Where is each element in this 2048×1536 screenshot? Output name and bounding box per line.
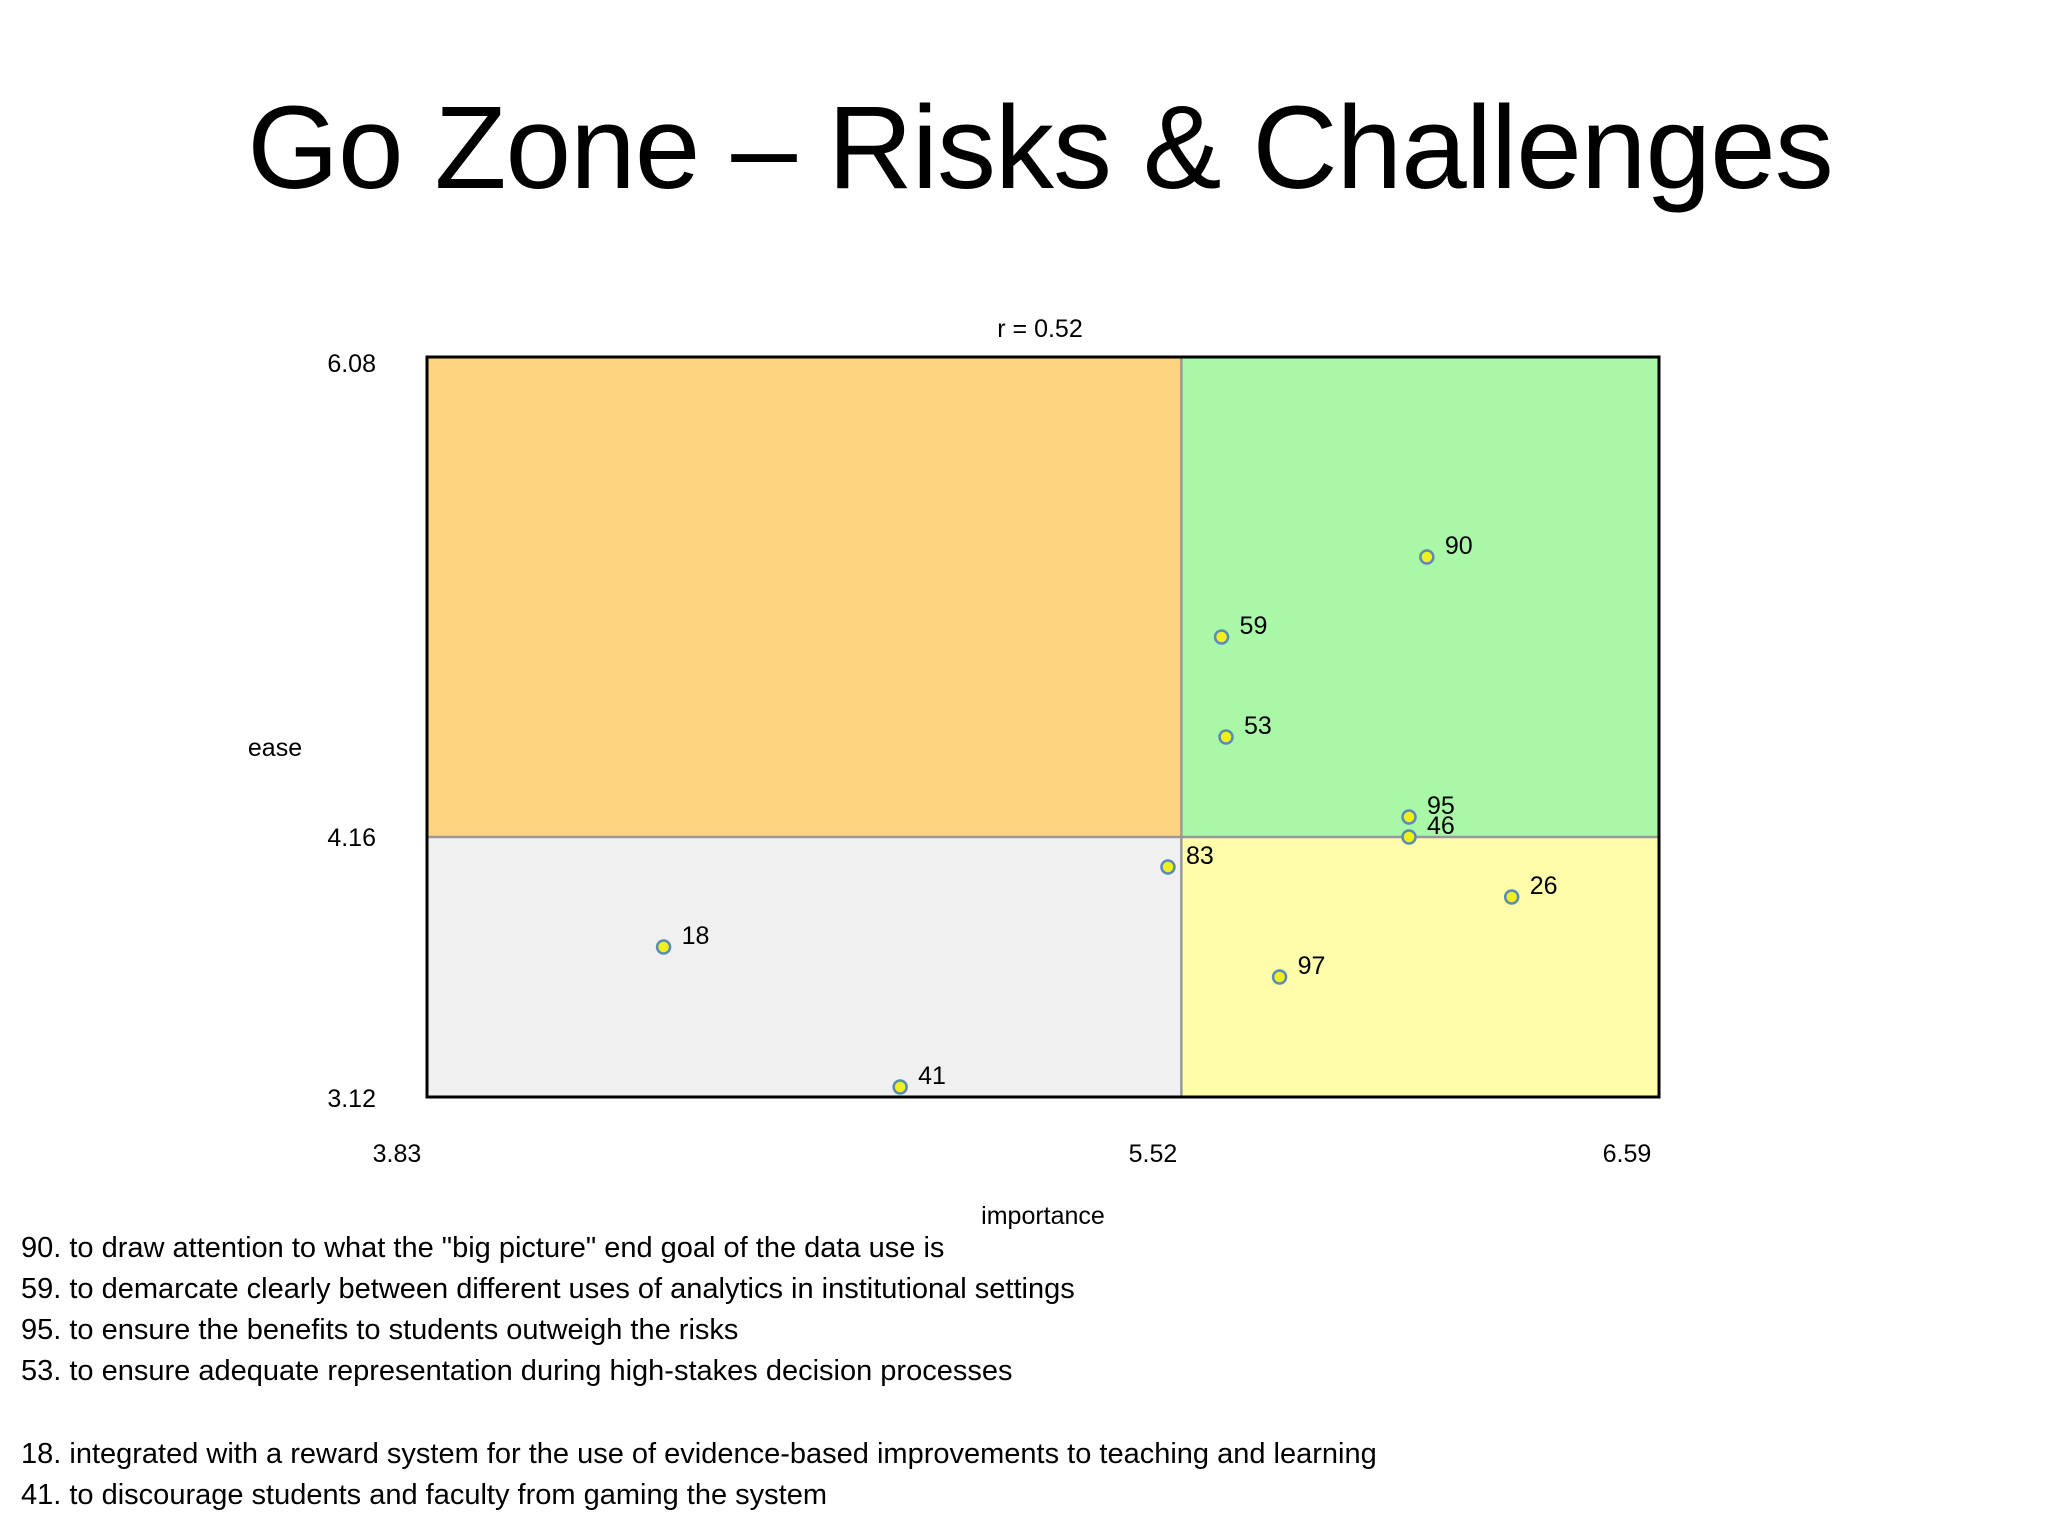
y-axis-label: ease [248, 734, 302, 762]
plot-frame [425, 355, 1661, 1099]
data-point [1401, 829, 1417, 845]
data-point-label: 26 [1530, 872, 1558, 900]
data-point [1213, 629, 1230, 645]
data-point-label: 90 [1445, 532, 1473, 560]
legend-item: 59. to demarcate clearly between differe… [21, 1273, 1075, 1305]
data-point-label: 59 [1240, 612, 1268, 640]
data-point [1271, 969, 1288, 985]
y-tick-label: 6.08 [327, 350, 376, 378]
legend-item: 95. to ensure the benefits to students o… [21, 1314, 739, 1346]
data-point [1160, 859, 1176, 875]
y-tick-label: 3.12 [327, 1085, 376, 1113]
data-point-label: 18 [682, 922, 710, 950]
chart-title: r = 0.52 [997, 315, 1082, 343]
quadrant-bottom-left [427, 837, 1182, 1097]
data-point-label: 97 [1298, 952, 1326, 980]
data-point [1401, 809, 1417, 825]
quadrant-top-right [1181, 357, 1659, 837]
legend-spacer [21, 1392, 2001, 1434]
legend-item: 18. integrated with a reward system for … [21, 1438, 1377, 1470]
data-point-label: 46 [1427, 812, 1455, 840]
data-point [1218, 729, 1234, 745]
data-point [1503, 889, 1520, 905]
legend-item: 41. to discourage students and faculty f… [21, 1479, 827, 1511]
y-tick-label: 4.16 [327, 824, 376, 852]
slide-title: Go Zone – Risks & Challenges [247, 82, 1833, 214]
quadrant-top-left [427, 357, 1182, 837]
data-point [1419, 549, 1435, 565]
data-point [655, 939, 672, 955]
x-tick-label: 6.59 [1603, 1140, 1652, 1168]
data-point-label: 83 [1186, 842, 1214, 870]
legend-item: 53. to ensure adequate representation du… [21, 1355, 1013, 1387]
x-tick-label: 3.83 [373, 1140, 422, 1168]
quadrant-bottom-right [1181, 837, 1659, 1097]
x-tick-label: 5.52 [1129, 1140, 1178, 1168]
data-point-label: 53 [1244, 712, 1272, 740]
legend-item: 90. to draw attention to what the "big p… [21, 1232, 945, 1264]
data-point-label: 41 [918, 1062, 946, 1090]
statement-legend: 90. to draw attention to what the "big p… [21, 1228, 2001, 1516]
data-point [892, 1079, 908, 1095]
x-axis-label: importance [981, 1202, 1105, 1230]
data-point-label: 95 [1427, 792, 1455, 820]
